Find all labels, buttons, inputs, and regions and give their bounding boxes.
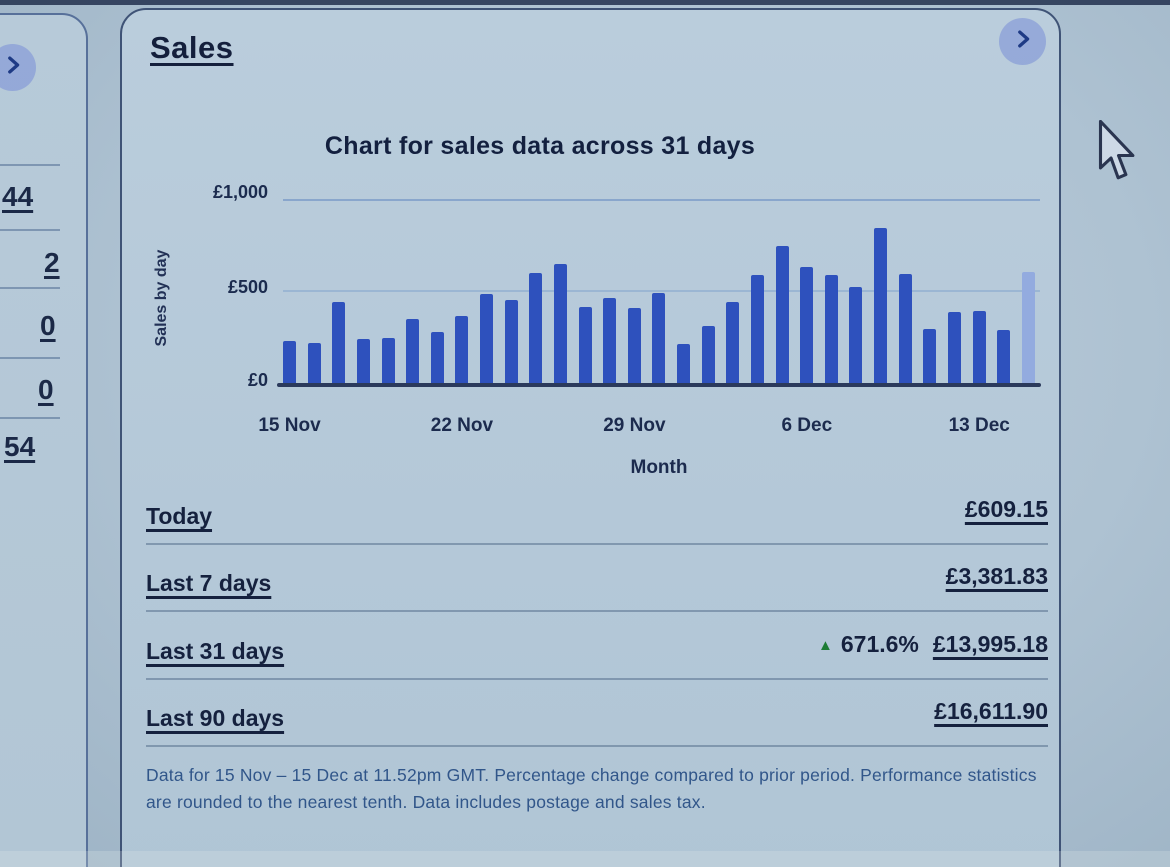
summary-link-today[interactable]: Today <box>146 503 213 529</box>
summary-change-last-31-days: 671.6% <box>840 631 919 657</box>
bar-14-dec[interactable] <box>997 330 1011 384</box>
bar-19-nov[interactable] <box>381 338 395 384</box>
x-tick-label: 15 Nov <box>258 415 321 436</box>
trend-up-icon: ▲ <box>818 637 833 654</box>
bar-9-dec[interactable] <box>874 228 887 384</box>
bar-2-dec[interactable] <box>701 326 715 384</box>
y-tick-label: £0 <box>247 370 268 390</box>
divider <box>146 745 1048 747</box>
screen-bottom-sheen <box>0 851 1170 867</box>
summary-link-last-90-days[interactable]: Last 90 days <box>146 705 285 731</box>
divider <box>0 229 60 231</box>
divider <box>146 543 1048 545</box>
sales-card-chevron-right-button[interactable] <box>999 18 1046 65</box>
x-tick-label: 6 Dec <box>781 415 833 436</box>
bar-21-nov[interactable] <box>430 332 444 384</box>
bar-17-nov[interactable] <box>332 302 346 384</box>
chevron-right-icon <box>1012 28 1034 55</box>
summary-value-last-31-days[interactable]: £13,995.18 <box>932 631 1048 657</box>
y-tick-label: £500 <box>227 277 268 297</box>
x-tick-label: 13 Dec <box>948 415 1010 436</box>
bar-28-nov[interactable] <box>603 298 617 384</box>
bar-15-dec[interactable] <box>1021 272 1035 384</box>
bar-13-dec[interactable] <box>972 311 986 384</box>
bar-24-nov[interactable] <box>504 300 518 384</box>
bar-3-dec[interactable] <box>726 302 740 384</box>
summary-value-today[interactable]: £609.15 <box>964 496 1048 522</box>
left-panel-count-link[interactable]: 0 <box>38 374 54 405</box>
bar-7-dec[interactable] <box>824 275 838 384</box>
bar-6-dec[interactable] <box>800 267 814 384</box>
bar-29-nov[interactable] <box>627 308 641 384</box>
divider <box>146 678 1048 680</box>
bar-15-nov[interactable] <box>283 341 296 384</box>
mouse-cursor <box>1098 120 1135 180</box>
y-tick-label: £1,000 <box>212 182 268 202</box>
gridline-500 <box>283 290 1040 292</box>
summary-value-last-90-days[interactable]: £16,611.90 <box>934 698 1048 724</box>
summary-value-last-7-days[interactable]: £3,381.83 <box>945 563 1048 589</box>
x-tick-label: 22 Nov <box>430 415 494 436</box>
bar-11-dec[interactable] <box>923 329 937 384</box>
gridline-1000 <box>283 199 1040 201</box>
summary-link-last-7-days[interactable]: Last 7 days <box>146 570 272 596</box>
divider <box>146 610 1048 612</box>
bar-25-nov[interactable] <box>529 273 543 384</box>
y-axis-label: Sales by day <box>153 249 170 347</box>
x-ticks: 15 Nov 22 Nov 29 Nov 6 Dec 13 Dec <box>258 415 1035 439</box>
bar-22-nov[interactable] <box>455 316 469 384</box>
sales-card <box>120 8 1061 867</box>
bar-1-dec[interactable] <box>677 344 690 384</box>
bar-8-dec[interactable] <box>849 287 863 384</box>
divider <box>0 287 60 289</box>
left-panel-count-link[interactable]: 2 <box>44 247 60 278</box>
x-axis-baseline <box>277 383 1041 387</box>
left-panel-count-link[interactable]: 54 <box>4 431 36 462</box>
divider <box>0 164 60 166</box>
bar-10-dec[interactable] <box>898 274 912 384</box>
sales-card-title-link[interactable]: Sales <box>150 30 234 65</box>
chart-title: Chart for sales data across 31 days <box>324 132 756 160</box>
bar-30-nov[interactable] <box>652 293 666 384</box>
bar-16-nov[interactable] <box>307 343 321 384</box>
left-panel-chevron-right-button[interactable] <box>0 44 36 91</box>
chevron-right-icon <box>2 54 24 81</box>
bar-27-nov[interactable] <box>578 307 592 384</box>
bar-4-dec[interactable] <box>750 275 764 384</box>
left-panel-card <box>0 13 88 867</box>
bar-23-nov[interactable] <box>480 294 493 384</box>
x-tick-label: 29 Nov <box>603 415 666 436</box>
top-section-edge <box>0 0 1170 5</box>
divider <box>0 357 60 359</box>
bar-12-dec[interactable] <box>947 312 961 384</box>
x-axis-label: Month <box>630 457 688 478</box>
left-panel-count-link[interactable]: 0 <box>40 310 56 341</box>
summary-link-last-31-days[interactable]: Last 31 days <box>146 638 285 664</box>
bars <box>283 200 1035 384</box>
chart-footnote: Data for 15 Nov – 15 Dec at 11.52pm GMT.… <box>146 765 1037 813</box>
left-panel-count-link[interactable]: 44 <box>2 181 34 212</box>
bar-20-nov[interactable] <box>406 319 420 384</box>
divider <box>0 417 60 419</box>
bar-5-dec[interactable] <box>775 246 789 384</box>
bar-26-nov[interactable] <box>553 264 567 384</box>
bar-18-nov[interactable] <box>356 339 370 384</box>
